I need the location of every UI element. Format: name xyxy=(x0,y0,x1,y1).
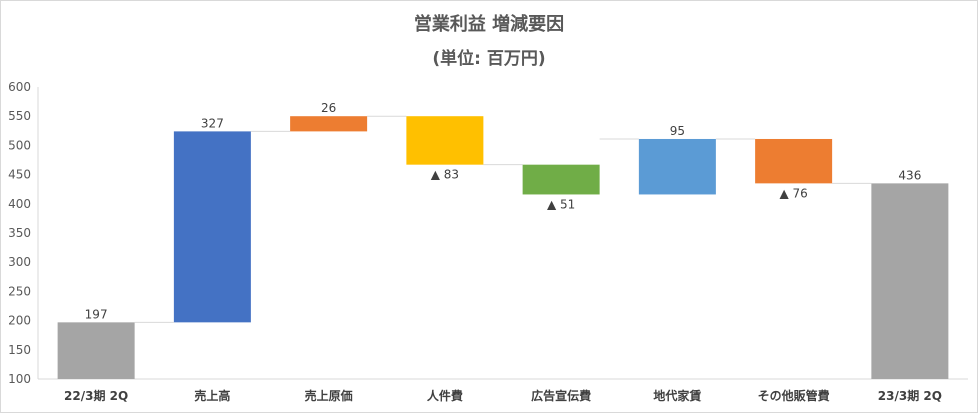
y-tick-label: 500 xyxy=(8,138,31,152)
x-tick-label: その他販管費 xyxy=(758,388,830,403)
bar xyxy=(290,116,368,132)
y-tick-label: 300 xyxy=(8,255,31,269)
data-label: ▲ 76 xyxy=(779,186,807,200)
data-label: 26 xyxy=(321,101,336,115)
data-label: ▲ 83 xyxy=(431,168,459,182)
y-tick-label: 200 xyxy=(8,314,31,328)
x-tick-label: 22/3期 2Q xyxy=(64,388,128,403)
bar xyxy=(755,138,833,184)
y-tick-label: 400 xyxy=(8,197,31,211)
data-label: 95 xyxy=(670,124,685,138)
chart-title: 営業利益 増減要因 xyxy=(413,14,565,35)
y-tick-label: 150 xyxy=(8,343,31,357)
x-tick-label: 広告宣伝費 xyxy=(531,388,591,403)
data-label: 436 xyxy=(898,168,921,182)
x-tick-label: 地代家賃 xyxy=(653,388,701,403)
chart-subtitle: (単位: 百万円) xyxy=(432,49,546,69)
bar xyxy=(871,183,949,379)
y-tick-label: 100 xyxy=(8,372,31,386)
bar xyxy=(57,322,135,379)
y-tick-label: 450 xyxy=(8,168,31,182)
data-label: 197 xyxy=(85,307,108,321)
bar xyxy=(522,164,600,195)
y-tick-label: 550 xyxy=(8,109,31,123)
bar xyxy=(173,131,251,323)
data-label: 327 xyxy=(201,116,224,130)
bar xyxy=(638,138,716,195)
x-tick-label: 売上高 xyxy=(194,388,230,403)
x-tick-label: 23/3期 2Q xyxy=(878,388,942,403)
bar xyxy=(406,116,484,165)
x-tick-label: 売上原価 xyxy=(305,388,353,403)
x-tick-label: 人件費 xyxy=(427,388,463,403)
y-tick-label: 350 xyxy=(8,226,31,240)
y-tick-label: 250 xyxy=(8,284,31,298)
y-tick-label: 600 xyxy=(8,80,31,94)
data-label: ▲ 51 xyxy=(547,197,575,211)
